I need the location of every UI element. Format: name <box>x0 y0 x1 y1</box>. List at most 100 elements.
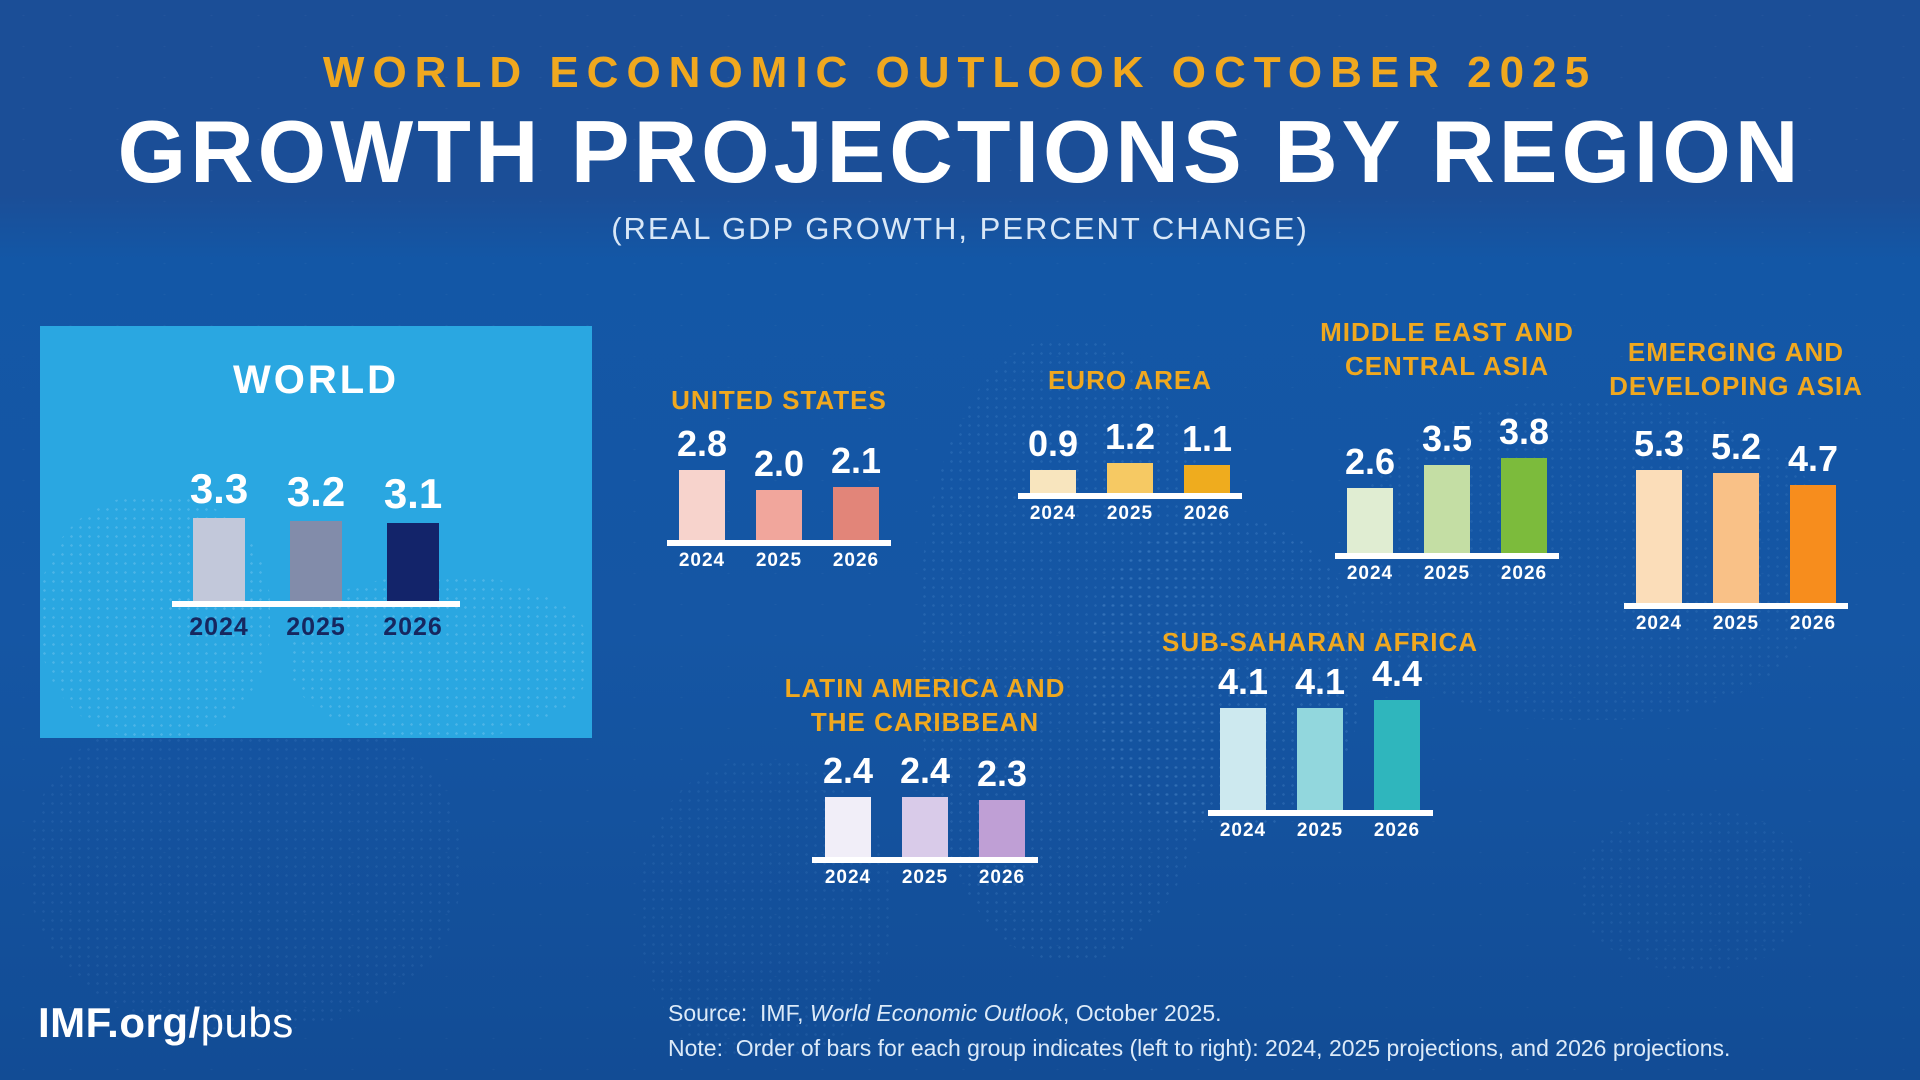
sub-saharan-africa-bar-2025 <box>1297 708 1343 810</box>
united-states-baseline <box>667 540 891 546</box>
value-label-2025: 2.4 <box>899 750 951 791</box>
emerging-developing-asia-label: EMERGING AND DEVELOPING ASIA <box>1456 336 1920 404</box>
value-label-2024: 3.3 <box>189 465 249 512</box>
value-label-2025: 1.2 <box>1104 416 1156 457</box>
emerging-developing-asia-bar-2025 <box>1713 473 1759 603</box>
united-states-bar-2024 <box>679 470 725 540</box>
page-subtitle: (REAL GDP GROWTH, PERCENT CHANGE) <box>611 211 1309 246</box>
latin-america-caribbean-bar-2024 <box>825 797 871 857</box>
year-label-2026: 2026 <box>1183 503 1231 524</box>
region-label-line: UNITED STATES <box>671 385 887 415</box>
year-label-2026: 2026 <box>1373 820 1421 841</box>
united-states-bar-2026 <box>833 487 879 540</box>
note-line: Note: Order of bars for each group indic… <box>668 1035 1731 1062</box>
united-states-label: UNITED STATES <box>499 384 1059 418</box>
region-label-line: DEVELOPING ASIA <box>1609 370 1863 401</box>
value-label-2026: 1.1 <box>1181 418 1233 459</box>
value-label-2026: 2.3 <box>976 753 1028 794</box>
middle-east-central-asia-label: MIDDLE EAST AND CENTRAL ASIA <box>1167 316 1727 384</box>
value-label-2024: 2.4 <box>822 750 874 791</box>
region-label-line: CENTRAL ASIA <box>1344 350 1550 381</box>
united-states-bar-2025 <box>756 490 802 540</box>
value-label-2026: 2.1 <box>830 440 882 481</box>
report-kicker: WORLD ECONOMIC OUTLOOK OCTOBER 2025 <box>322 48 1598 97</box>
region-label-line: MIDDLE EAST AND <box>1320 317 1574 347</box>
latin-america-caribbean-bar-2025 <box>902 797 948 857</box>
sub-saharan-africa-label: SUB-SAHARAN AFRICA <box>1040 626 1600 660</box>
world-bar-2026 <box>387 523 439 601</box>
latin-america-caribbean-baseline <box>812 857 1038 863</box>
value-label-2026: 3.1 <box>383 470 443 517</box>
year-label-2025: 2025 <box>1423 563 1471 584</box>
value-label-2024: 0.9 <box>1027 423 1079 464</box>
latin-america-caribbean-bar-2026 <box>979 800 1025 857</box>
euro-area-label: EURO AREA <box>850 364 1410 398</box>
year-label-2026: 2026 <box>978 867 1026 888</box>
year-label-2024: 2024 <box>1029 503 1077 524</box>
euro-area-bar-2026 <box>1184 465 1230 493</box>
year-label-2025: 2025 <box>901 867 949 888</box>
region-label-line: LATIN AMERICA AND <box>784 673 1066 703</box>
value-label-2025: 4.1 <box>1294 661 1346 702</box>
region-label-line: THE CARIBBEAN <box>810 706 1040 737</box>
year-label-2024: 2024 <box>824 867 872 888</box>
emerging-developing-asia-bar-2024 <box>1636 470 1682 603</box>
sub-saharan-africa-baseline <box>1207 810 1433 816</box>
page-title: GROWTH PROJECTIONS BY REGION <box>117 102 1803 201</box>
value-label-2026: 4.4 <box>1371 653 1423 694</box>
value-label-2026: 3.8 <box>1498 411 1550 452</box>
year-label-2025: 2025 <box>755 550 803 571</box>
latin-america-caribbean-label: LATIN AMERICA AND THE CARIBBEAN <box>645 672 1205 740</box>
source-prefix: Source: IMF, <box>668 1000 810 1026</box>
value-label-2025: 5.2 <box>1710 426 1762 467</box>
source-block: Source: IMF, World Economic Outlook, Oct… <box>668 998 1730 1064</box>
sub-saharan-africa-bar-2026 <box>1374 700 1420 810</box>
imf-brand-bold: IMF.org/ <box>38 999 201 1046</box>
value-label-2025: 3.5 <box>1421 418 1473 459</box>
year-label-2025: 2025 <box>1296 820 1344 841</box>
value-label-2024: 5.3 <box>1633 423 1685 464</box>
value-label-2024: 2.8 <box>676 423 728 464</box>
euro-area-bar-2024 <box>1030 470 1076 493</box>
year-label-2025: 2025 <box>286 613 346 641</box>
world-baseline <box>172 601 460 607</box>
world-panel-title: WORLD <box>232 358 400 402</box>
year-label-2024: 2024 <box>1635 613 1683 634</box>
year-label-2024: 2024 <box>678 550 726 571</box>
world-bar-2024 <box>193 518 245 601</box>
imf-brand-light: pubs <box>200 999 294 1046</box>
value-label-2026: 4.7 <box>1787 438 1839 479</box>
source-italic-title: World Economic Outlook <box>809 1000 1063 1026</box>
region-label-line: EURO AREA <box>1047 365 1213 395</box>
imf-brand: IMF.org/pubs <box>38 999 294 1047</box>
region-label-line: SUB-SAHARAN AFRICA <box>1161 627 1479 657</box>
euro-area-baseline <box>1018 493 1242 499</box>
year-label-2026: 2026 <box>383 613 443 641</box>
middle-east-central-asia-bar-2025 <box>1424 465 1470 553</box>
middle-east-central-asia-baseline <box>1335 553 1559 559</box>
source-suffix: , October 2025. <box>1062 1000 1222 1026</box>
year-label-2026: 2026 <box>1500 563 1548 584</box>
sub-saharan-africa-bar-2024 <box>1220 708 1266 810</box>
world-bar-2025 <box>290 521 342 601</box>
euro-area-bar-2025 <box>1107 463 1153 493</box>
emerging-developing-asia-bar-2026 <box>1790 485 1836 603</box>
value-label-2024: 2.6 <box>1344 441 1396 482</box>
middle-east-central-asia-bar-2026 <box>1501 458 1547 553</box>
year-label-2024: 2024 <box>189 613 249 641</box>
year-label-2025: 2025 <box>1712 613 1760 634</box>
year-label-2024: 2024 <box>1346 563 1394 584</box>
middle-east-central-asia-bar-2024 <box>1347 488 1393 553</box>
year-label-2026: 2026 <box>832 550 880 571</box>
year-label-2026: 2026 <box>1789 613 1837 634</box>
year-label-2025: 2025 <box>1106 503 1154 524</box>
region-label-line: EMERGING AND <box>1627 337 1845 367</box>
emerging-developing-asia-baseline <box>1624 603 1848 609</box>
value-label-2025: 2.0 <box>753 443 805 484</box>
year-label-2024: 2024 <box>1219 820 1267 841</box>
value-label-2024: 4.1 <box>1217 661 1269 702</box>
value-label-2025: 3.2 <box>286 468 346 515</box>
source-line: Source: IMF, World Economic Outlook, Oct… <box>668 998 1730 1029</box>
